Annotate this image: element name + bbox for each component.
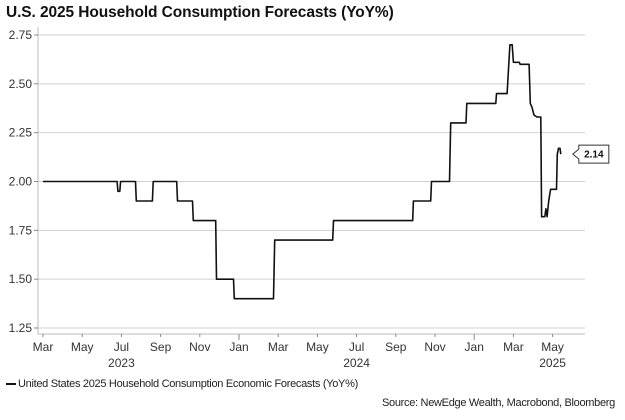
legend-line-swatch [6, 383, 16, 385]
x-tick-label: Mar [503, 340, 524, 354]
x-year-label: 2024 [343, 356, 370, 370]
source-note: Source: NewEdge Wealth, Macrobond, Bloom… [381, 397, 615, 409]
x-tick-label: Nov [424, 340, 445, 354]
y-tick-label: 2.25 [9, 126, 33, 140]
axes [37, 27, 585, 335]
x-tick-label: Nov [189, 340, 210, 354]
chart-title: U.S. 2025 Household Consumption Forecast… [6, 4, 394, 21]
legend-label: United States 2025 Household Consumption… [18, 378, 358, 390]
y-axis-ticks: 2.75 2.50 2.25 2.00 1.75 1.50 1.25 [9, 28, 38, 335]
series-layer [43, 44, 562, 300]
x-tick-label: Sep [385, 340, 407, 354]
x-tick-label: Mar [268, 340, 289, 354]
x-tick-label: Jul [114, 340, 129, 354]
callout-value: 2.14 [584, 150, 604, 161]
x-tick-label: Jul [349, 340, 364, 354]
x-tick-label: Mar [33, 340, 54, 354]
callout-box [572, 144, 610, 164]
series-line [43, 44, 562, 300]
y-tick-label: 2.50 [9, 77, 33, 91]
x-tick-label: Sep [150, 340, 172, 354]
x-tick-label: May [541, 340, 564, 354]
x-tick-label: Jan [229, 340, 248, 354]
y-tick-label: 2.75 [9, 28, 33, 42]
y-tick-label: 1.50 [9, 272, 33, 286]
y-tick-label: 1.75 [9, 223, 33, 237]
gridlines [38, 34, 585, 329]
y-tick-label: 2.00 [9, 175, 33, 189]
x-year-label: 2023 [108, 356, 135, 370]
x-year-label: 2025 [539, 356, 566, 370]
x-tick-label: Jan [465, 340, 484, 354]
legend: United States 2025 Household Consumption… [6, 378, 358, 390]
x-axis-ticks: Mar May Jul 2023 Sep Nov Jan Mar May Jul 2024 Sep No… [33, 334, 566, 370]
last-value-callout: 2.14 [572, 144, 610, 164]
x-tick-label: May [306, 340, 329, 354]
y-tick-label: 1.25 [9, 321, 33, 335]
x-tick-label: May [71, 340, 94, 354]
